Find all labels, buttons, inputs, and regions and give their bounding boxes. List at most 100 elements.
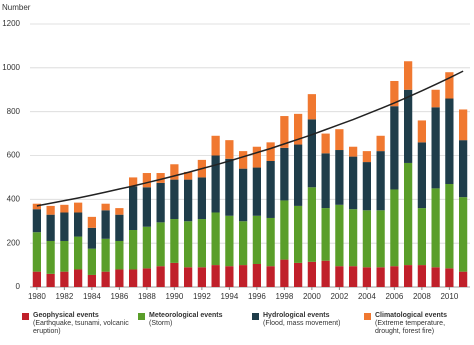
bar-segment: [156, 222, 165, 267]
bar-segment: [417, 142, 426, 209]
bar-segment: [129, 177, 138, 187]
bar-segment: [197, 267, 206, 287]
legend-item: Climatological events (Extreme temperatur…: [364, 312, 472, 336]
bar-segment: [60, 240, 69, 272]
bar-segment: [184, 267, 193, 287]
y-tick-label: 800: [7, 107, 21, 116]
bar-segment: [115, 214, 124, 241]
bar-segment: [445, 98, 454, 184]
bar-segment: [390, 189, 399, 267]
bar-segment: [266, 160, 275, 218]
bar-segment: [32, 203, 41, 210]
bar-segment: [459, 271, 468, 287]
legend-swatch: [364, 313, 371, 320]
bar-segment: [32, 209, 41, 233]
legend-swatch: [22, 313, 29, 320]
bar-segment: [156, 182, 165, 223]
bar-segment: [321, 133, 330, 154]
bar-segment: [239, 265, 248, 287]
bar-segment: [349, 146, 358, 157]
bar-segment: [101, 203, 110, 211]
bar-segment: [87, 274, 96, 287]
bar-segment: [294, 262, 303, 287]
bar-segment: [225, 140, 234, 159]
legend-item: Geophysical events (Earthquake, tsunami, …: [22, 312, 130, 336]
bar-segment: [335, 129, 344, 151]
bar-segment: [459, 140, 468, 198]
bar-segment: [280, 259, 289, 287]
bar-segment: [142, 226, 151, 269]
bar-segment: [60, 271, 69, 287]
x-tick-label: 1984: [83, 292, 101, 301]
bar-segment: [404, 265, 413, 287]
bar-segment: [101, 238, 110, 272]
bar-segment: [46, 214, 55, 241]
bar-segment: [252, 215, 261, 264]
x-tick-label: 2004: [358, 292, 376, 301]
x-tick-label: 1992: [193, 292, 211, 301]
y-tick-label: 200: [7, 238, 21, 247]
x-tick-label: 1982: [55, 292, 73, 301]
bar-segment: [431, 267, 440, 287]
legend-text: Climatological events (Extreme temperatur…: [375, 312, 472, 336]
bar-segment: [252, 146, 261, 168]
x-tick-label: 2008: [413, 292, 431, 301]
x-tick-label: 1988: [138, 292, 156, 301]
trend-line: [36, 70, 464, 207]
bar-segment: [431, 89, 440, 108]
bar-segment: [459, 109, 468, 141]
bar-segment: [349, 209, 358, 267]
bar-segment: [335, 150, 344, 205]
y-axis-label: Number: [2, 3, 31, 12]
bar-segment: [390, 106, 399, 190]
bar-segment: [129, 269, 138, 287]
bar-segment: [362, 162, 371, 211]
bar-segment: [252, 167, 261, 216]
bar-segment: [362, 151, 371, 163]
bar-segment: [46, 273, 55, 287]
bar-segment: [211, 265, 220, 287]
bar-segment: [417, 208, 426, 266]
bar-segment: [445, 72, 454, 99]
x-tick-label: 1998: [275, 292, 293, 301]
bar-segment: [74, 212, 83, 237]
bar-segment: [349, 266, 358, 287]
bar-segment: [156, 266, 165, 287]
bar-segment: [156, 173, 165, 183]
bar-segment: [307, 187, 316, 262]
bar-segment: [184, 171, 193, 180]
bar-segment: [362, 210, 371, 268]
bar-segment: [445, 268, 454, 287]
legend-text: Geophysical events (Earthquake, tsunami, …: [33, 312, 130, 336]
bar-segment: [211, 155, 220, 213]
bar-segment: [376, 267, 385, 287]
legend-item: Meteorological events (Storm): [138, 312, 246, 328]
bar-segment: [376, 151, 385, 211]
bar-segment: [46, 240, 55, 274]
bar-segment: [390, 266, 399, 287]
bar-segment: [307, 261, 316, 287]
bar-segment: [266, 142, 275, 161]
bar-segment: [280, 116, 289, 148]
bar-segment: [307, 119, 316, 188]
x-tick-label: 2006: [385, 292, 403, 301]
bar-segment: [335, 204, 344, 267]
bar-segment: [142, 187, 151, 227]
bar-segment: [239, 221, 248, 266]
legend-description: (Extreme temperature, drought, forest fi…: [375, 320, 446, 335]
bar-segment: [184, 221, 193, 268]
legend-name: Hydrological events: [263, 312, 330, 319]
legend-text: Meteorological events (Storm): [149, 312, 246, 328]
bar-segment: [46, 205, 55, 215]
bar-segment: [307, 94, 316, 120]
x-tick-label: 1986: [110, 292, 128, 301]
bar-segment: [197, 219, 206, 268]
bar-segment: [32, 271, 41, 287]
bar-segment: [321, 260, 330, 287]
bar-segment: [74, 202, 83, 213]
bar-segment: [239, 151, 248, 169]
bar-segment: [184, 179, 193, 222]
bar-segment: [74, 236, 83, 270]
bar-segment: [252, 263, 261, 287]
